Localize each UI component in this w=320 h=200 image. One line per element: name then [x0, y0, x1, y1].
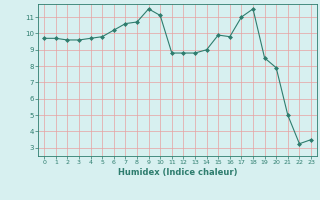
- X-axis label: Humidex (Indice chaleur): Humidex (Indice chaleur): [118, 168, 237, 177]
